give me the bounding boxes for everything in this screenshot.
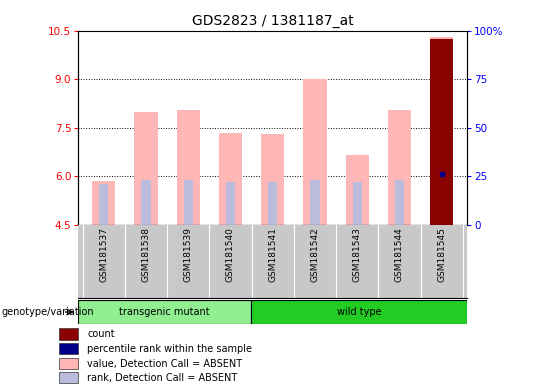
Text: GSM181539: GSM181539 <box>184 227 193 282</box>
Text: transgenic mutant: transgenic mutant <box>119 307 210 317</box>
Bar <box>430 39 454 225</box>
Bar <box>353 182 362 225</box>
Bar <box>437 174 447 225</box>
Bar <box>59 343 78 354</box>
Bar <box>134 111 158 225</box>
Text: GSM181542: GSM181542 <box>310 227 320 281</box>
Text: GSM181543: GSM181543 <box>353 227 362 282</box>
Title: GDS2823 / 1381187_at: GDS2823 / 1381187_at <box>192 14 354 28</box>
Text: wild type: wild type <box>337 307 381 317</box>
Text: rank, Detection Call = ABSENT: rank, Detection Call = ABSENT <box>87 373 238 383</box>
Text: GSM181541: GSM181541 <box>268 227 277 282</box>
Bar <box>141 180 151 225</box>
Bar <box>59 328 78 340</box>
Text: value, Detection Call = ABSENT: value, Detection Call = ABSENT <box>87 359 242 369</box>
Text: GSM181538: GSM181538 <box>141 227 151 282</box>
Bar <box>303 79 327 225</box>
Bar <box>346 155 369 225</box>
Bar <box>226 182 235 225</box>
Text: GSM181544: GSM181544 <box>395 227 404 281</box>
Bar <box>430 37 454 225</box>
Bar <box>388 110 411 225</box>
Bar <box>78 300 251 324</box>
Bar <box>177 110 200 225</box>
Bar <box>261 134 285 225</box>
Bar <box>251 300 467 324</box>
Bar <box>395 180 404 225</box>
Bar <box>59 358 78 369</box>
Text: GSM181537: GSM181537 <box>99 227 108 282</box>
Text: genotype/variation: genotype/variation <box>2 307 94 317</box>
Bar <box>99 184 109 225</box>
Text: percentile rank within the sample: percentile rank within the sample <box>87 344 252 354</box>
Bar <box>268 182 278 225</box>
Text: GSM181545: GSM181545 <box>437 227 446 282</box>
Text: GSM181540: GSM181540 <box>226 227 235 282</box>
Bar <box>219 132 242 225</box>
Bar <box>59 372 78 384</box>
Bar <box>310 180 320 225</box>
Bar <box>184 180 193 225</box>
Text: count: count <box>87 329 115 339</box>
Bar <box>92 181 115 225</box>
